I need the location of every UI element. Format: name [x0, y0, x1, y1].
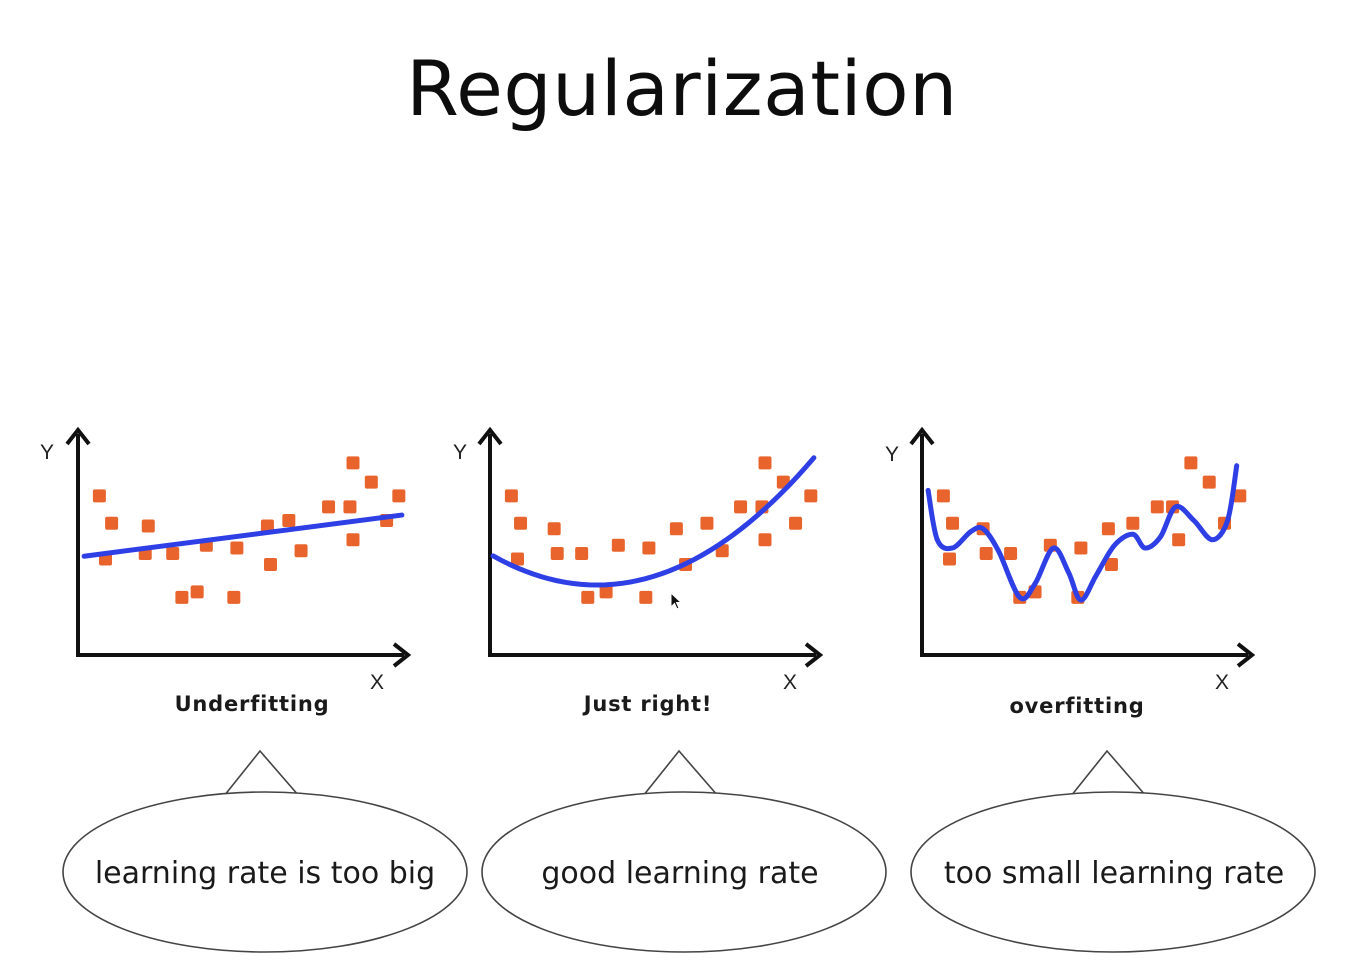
data-point — [758, 456, 772, 470]
data-point — [734, 500, 748, 514]
x-axis-label: X — [783, 671, 797, 694]
fit-curve — [925, 463, 1240, 603]
data-point — [611, 538, 625, 552]
chart-caption: overfitting — [1009, 694, 1144, 718]
bubble-pointer — [642, 749, 719, 797]
chart-caption: Just right! — [582, 692, 713, 716]
chart-caption: Underfitting — [175, 692, 330, 716]
x-axis-arrow — [804, 642, 824, 668]
speech-bubble: good learning rate — [481, 749, 887, 953]
data-point — [227, 590, 241, 604]
data-point — [1184, 456, 1198, 470]
data-point — [575, 546, 589, 560]
data-point — [511, 552, 524, 566]
x-axis-label: X — [370, 671, 384, 694]
data-point — [1233, 489, 1247, 503]
x-axis-arrow — [1236, 642, 1256, 668]
data-point — [260, 519, 274, 533]
x-axis-label: X — [1215, 671, 1229, 694]
data-point — [1004, 546, 1018, 560]
data-point — [141, 519, 155, 533]
data-point — [364, 475, 378, 489]
plot-overfitting — [909, 426, 1256, 668]
data-point — [1104, 557, 1118, 571]
data-point — [92, 489, 106, 503]
y-axis-arrow — [65, 426, 91, 446]
bubble-pointer — [1070, 749, 1147, 797]
x-axis-arrow — [392, 642, 412, 668]
data-point — [1150, 500, 1164, 514]
data-point — [979, 546, 993, 560]
data-point — [758, 533, 772, 547]
plot-just-right — [477, 426, 824, 668]
data-point — [550, 546, 564, 560]
bubble-ellipse — [481, 791, 887, 953]
data-point — [1074, 541, 1088, 555]
panel-just-right: Y X Just right! good learning rate — [453, 426, 887, 953]
data-point — [581, 590, 595, 604]
data-point — [105, 516, 119, 530]
data-point — [669, 522, 683, 536]
bubble-text: good learning rate — [541, 856, 818, 891]
data-point — [392, 489, 406, 503]
bubble-ellipse — [910, 791, 1316, 953]
data-point — [1101, 522, 1115, 536]
data-point — [230, 541, 244, 555]
data-point — [343, 500, 357, 514]
data-point — [264, 557, 277, 571]
data-point — [599, 585, 613, 599]
data-point — [804, 489, 818, 503]
plot-underfitting — [65, 426, 412, 668]
y-axis-arrow — [909, 426, 935, 446]
data-point — [642, 541, 656, 555]
y-axis-label: Y — [885, 443, 899, 466]
data-point — [943, 552, 956, 566]
data-point — [346, 456, 360, 470]
y-axis-arrow — [477, 426, 503, 446]
bubble-text: too small learning rate — [944, 856, 1284, 891]
data-point — [547, 522, 561, 536]
mouse-pointer-icon — [670, 592, 683, 610]
data-point — [1202, 475, 1216, 489]
bubble-text: learning rate is too big — [95, 856, 435, 891]
data-point — [946, 516, 960, 530]
data-point — [190, 585, 204, 599]
data-point — [504, 489, 518, 503]
panel-overfitting: Y X overfitting too small learning rate — [885, 426, 1316, 953]
data-point — [1172, 533, 1186, 547]
bubble-ellipse — [62, 791, 468, 953]
speech-bubble: too small learning rate — [910, 749, 1316, 953]
bubble-pointer — [223, 749, 300, 797]
data-point — [175, 590, 189, 604]
data-point — [166, 546, 180, 560]
fit-curve — [490, 455, 817, 588]
data-point — [1126, 516, 1140, 530]
data-point — [294, 544, 308, 558]
data-point — [700, 516, 714, 530]
y-axis-label: Y — [40, 441, 54, 464]
data-point — [639, 590, 653, 604]
data-point — [346, 533, 360, 547]
fit-curve — [81, 512, 405, 559]
panel-underfitting: Y X Underfitting learning rate is too bi… — [40, 426, 468, 953]
y-axis-label: Y — [453, 441, 467, 464]
data-point — [936, 489, 950, 503]
data-point — [514, 516, 528, 530]
data-point — [789, 516, 803, 530]
speech-bubble: learning rate is too big — [62, 749, 468, 953]
data-point — [282, 514, 296, 528]
slide-title: Regularization — [406, 44, 958, 133]
data-point — [322, 500, 336, 514]
